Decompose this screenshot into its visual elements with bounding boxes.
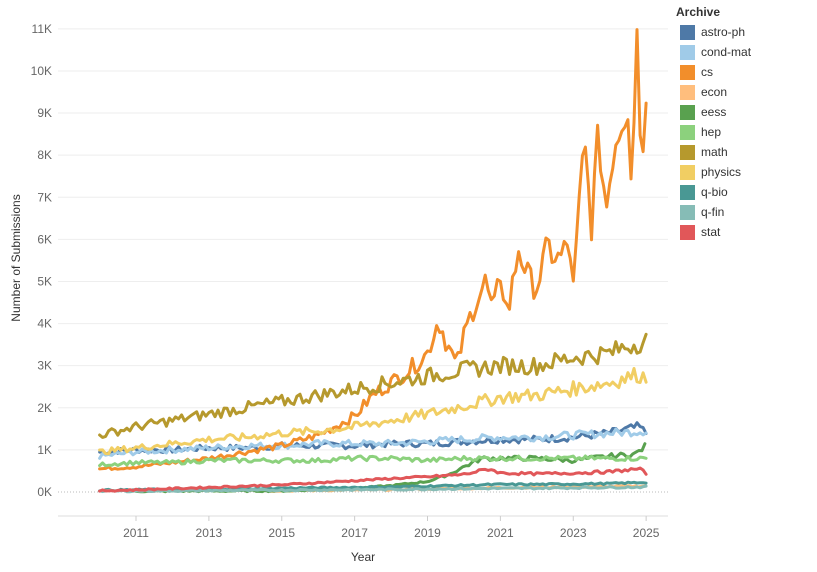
legend-item-math[interactable]: math	[676, 142, 814, 162]
x-tick-label: 2011	[123, 526, 149, 540]
series-line-cond-mat	[98, 427, 648, 460]
legend-swatch	[680, 44, 695, 60]
legend-item-eess[interactable]: eess	[676, 102, 814, 122]
legend-swatch	[680, 104, 695, 120]
legend-item-stat[interactable]: stat	[676, 222, 814, 242]
x-tick-label: 2019	[414, 526, 441, 540]
legend-item-q-fin[interactable]: q-fin	[676, 202, 814, 222]
legend: Archive astro-ph cond-mat cs econ eess hep mat…	[676, 4, 814, 242]
series-line-math	[98, 332, 648, 439]
y-tick-label: 9K	[37, 106, 52, 120]
y-tick-label: 5K	[37, 274, 52, 288]
legend-swatch	[680, 164, 695, 180]
y-tick-label: 8K	[37, 148, 52, 162]
legend-item-cond-mat[interactable]: cond-mat	[676, 42, 814, 62]
legend-label: math	[701, 145, 728, 159]
legend-label: cs	[701, 65, 713, 79]
y-tick-label: 7K	[37, 190, 52, 204]
y-tick-label: 11K	[32, 22, 52, 36]
x-axis-ticks: 2011 2013 2015 2017 2019 2021 2023 2025	[58, 515, 668, 540]
x-tick-label: 2017	[341, 526, 368, 540]
series-line-hep	[98, 454, 648, 468]
legend-swatch	[680, 204, 695, 220]
legend-items: astro-ph cond-mat cs econ eess hep math physics…	[676, 22, 814, 242]
x-tick-label: 2021	[487, 526, 514, 540]
legend-label: stat	[701, 225, 721, 239]
y-tick-label: 1K	[37, 443, 52, 457]
y-tick-label: 6K	[37, 232, 52, 246]
x-tick-label: 2013	[196, 526, 223, 540]
series-lines	[98, 28, 648, 494]
series-line-astro-ph	[98, 421, 648, 456]
y-tick-label: 2K	[37, 401, 52, 415]
legend-label: physics	[701, 165, 742, 179]
series-line-stat	[98, 466, 648, 493]
y-tick-label: 3K	[37, 359, 52, 373]
series-line-physics	[98, 367, 648, 456]
legend-label: econ	[701, 85, 728, 99]
x-axis-title: Year	[351, 550, 375, 564]
legend-item-q-bio[interactable]: q-bio	[676, 182, 814, 202]
legend-swatch	[680, 224, 695, 240]
x-tick-label: 2025	[633, 526, 660, 540]
legend-label: q-bio	[701, 185, 728, 199]
y-axis-title: Number of Submissions	[9, 194, 23, 321]
series-line-q-fin	[98, 484, 648, 494]
legend-item-econ[interactable]: econ	[676, 82, 814, 102]
legend-item-astro-ph[interactable]: astro-ph	[676, 22, 814, 42]
x-tick-label: 2023	[560, 526, 587, 540]
x-tick-label: 2015	[268, 526, 295, 540]
y-tick-label: 10K	[31, 64, 52, 78]
legend-swatch	[680, 24, 695, 40]
legend-item-hep[interactable]: hep	[676, 122, 814, 142]
legend-swatch	[680, 124, 695, 140]
legend-label: eess	[701, 105, 727, 119]
legend-swatch	[680, 64, 695, 80]
series-line-cs	[98, 28, 648, 471]
legend-label: cond-mat	[701, 45, 752, 59]
y-tick-label: 0K	[37, 485, 52, 499]
legend-swatch	[680, 184, 695, 200]
legend-label: q-fin	[701, 205, 725, 219]
legend-label: hep	[701, 125, 722, 139]
y-axis-ticks: 0K 1K 2K 3K 4K 5K 6K 7K 8K 9K 10K 11K	[31, 22, 52, 499]
legend-title: Archive	[676, 5, 721, 19]
gridlines	[58, 28, 668, 493]
legend-swatch	[680, 84, 695, 100]
legend-label: astro-ph	[701, 25, 746, 39]
y-tick-label: 4K	[37, 317, 52, 331]
legend-item-physics[interactable]: physics	[676, 162, 814, 182]
legend-item-cs[interactable]: cs	[676, 62, 814, 82]
legend-swatch	[680, 144, 695, 160]
